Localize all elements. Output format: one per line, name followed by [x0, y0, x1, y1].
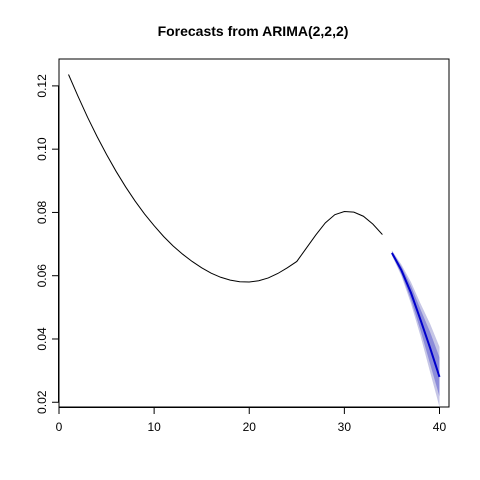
plot-frame: [58, 58, 450, 408]
x-axis: 0 10 20 30 40: [56, 407, 447, 434]
y-tick-label: 0.06: [35, 264, 49, 288]
y-axis: 0.02 0.04 0.06 0.08 0.10 0.12: [35, 74, 59, 414]
x-tick-label: 0: [56, 420, 63, 434]
forecast-series-line: [391, 252, 441, 378]
x-tick-label: 30: [338, 420, 352, 434]
interval-95-band: [391, 250, 440, 407]
x-tick-label: 40: [433, 420, 447, 434]
prediction-intervals: [391, 250, 440, 407]
series-lines: [68, 74, 441, 378]
observed-series-line: [68, 74, 383, 283]
y-tick-label: 0.04: [35, 327, 49, 351]
y-tick-label: 0.02: [35, 390, 49, 414]
y-tick-label: 0.12: [35, 74, 49, 98]
chart-title: Forecasts from ARIMA(2,2,2): [158, 23, 349, 39]
x-tick-label: 10: [147, 420, 161, 434]
y-tick-label: 0.08: [35, 200, 49, 224]
x-tick-label: 20: [243, 420, 257, 434]
y-tick-label: 0.10: [35, 137, 49, 161]
